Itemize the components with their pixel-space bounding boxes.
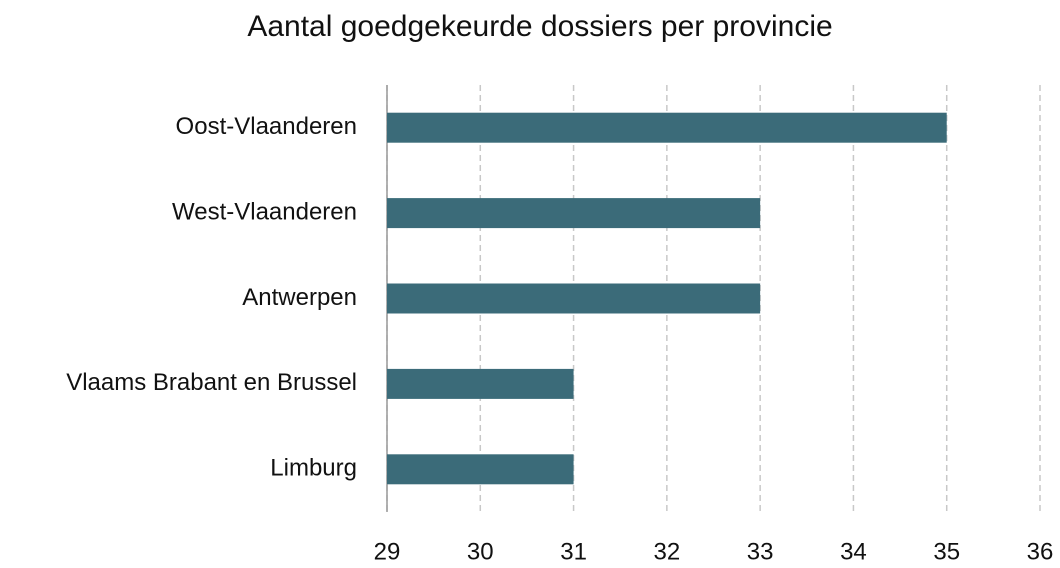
x-tick-label: 31 <box>560 538 587 565</box>
x-tick-label: 30 <box>467 538 494 565</box>
y-tick-label: Limburg <box>270 455 357 482</box>
bar <box>387 198 761 229</box>
bar <box>387 283 761 314</box>
y-tick-label: West-Vlaanderen <box>172 198 357 225</box>
chart-title: Aantal goedgekeurde dossiers per provinc… <box>247 10 832 43</box>
x-tick-label: 36 <box>1027 538 1054 565</box>
x-tick-label: 34 <box>840 538 867 565</box>
bar <box>387 454 574 485</box>
y-tick-label: Vlaams Brabant en Brussel <box>66 369 357 396</box>
bar <box>387 368 574 399</box>
y-tick-label: Oost-Vlaanderen <box>176 113 357 140</box>
x-tick-label: 33 <box>747 538 774 565</box>
y-tick-label: Antwerpen <box>242 284 357 311</box>
x-tick-label: 29 <box>374 538 401 565</box>
x-tick-label: 35 <box>933 538 960 565</box>
x-tick-label: 32 <box>654 538 681 565</box>
bar <box>387 112 947 143</box>
